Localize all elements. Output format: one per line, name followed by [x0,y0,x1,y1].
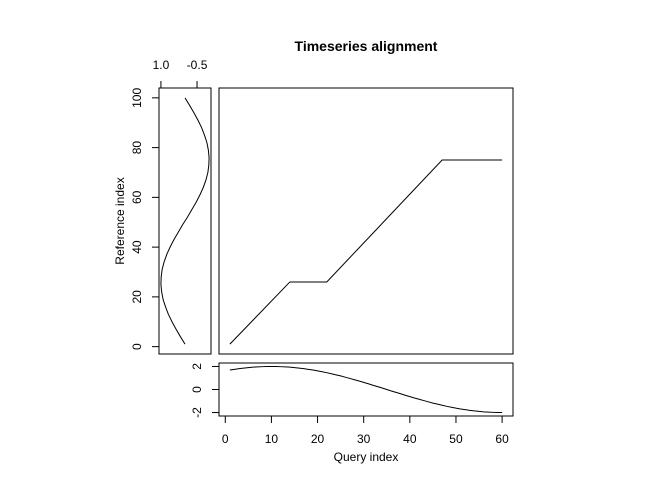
y-tick-label: 0 [130,343,144,350]
alignment-line [229,159,503,345]
x-tick-label: 40 [403,432,417,446]
x-tick-label: 60 [495,432,509,446]
y-tick-label: 60 [130,190,144,204]
x-tick-label: 20 [311,432,325,446]
x-tick-label: -0.5 [187,58,208,72]
x-tick-label: 50 [449,432,463,446]
x-axis-title: Query index [334,450,399,464]
y-tick-label: 0 [190,386,204,393]
y-tick-label: 80 [130,141,144,155]
query-line [229,365,503,414]
y-tick-label: 2 [190,363,204,370]
chart-title: Timeseries alignment [295,38,438,54]
reference-line [160,97,210,345]
x-tick-label: 10 [265,432,279,446]
x-tick-label: 0 [222,432,229,446]
y-axis-title: Reference index [113,177,127,264]
x-tick-label: 30 [357,432,371,446]
main-panel [218,87,514,355]
y-tick-label: -2 [190,407,204,418]
y-tick-label: 40 [130,240,144,254]
x-tick-label: 1.0 [153,58,170,72]
query-panel [218,362,514,417]
y-tick-label: 20 [130,290,144,304]
y-tick-label: 100 [130,88,144,108]
